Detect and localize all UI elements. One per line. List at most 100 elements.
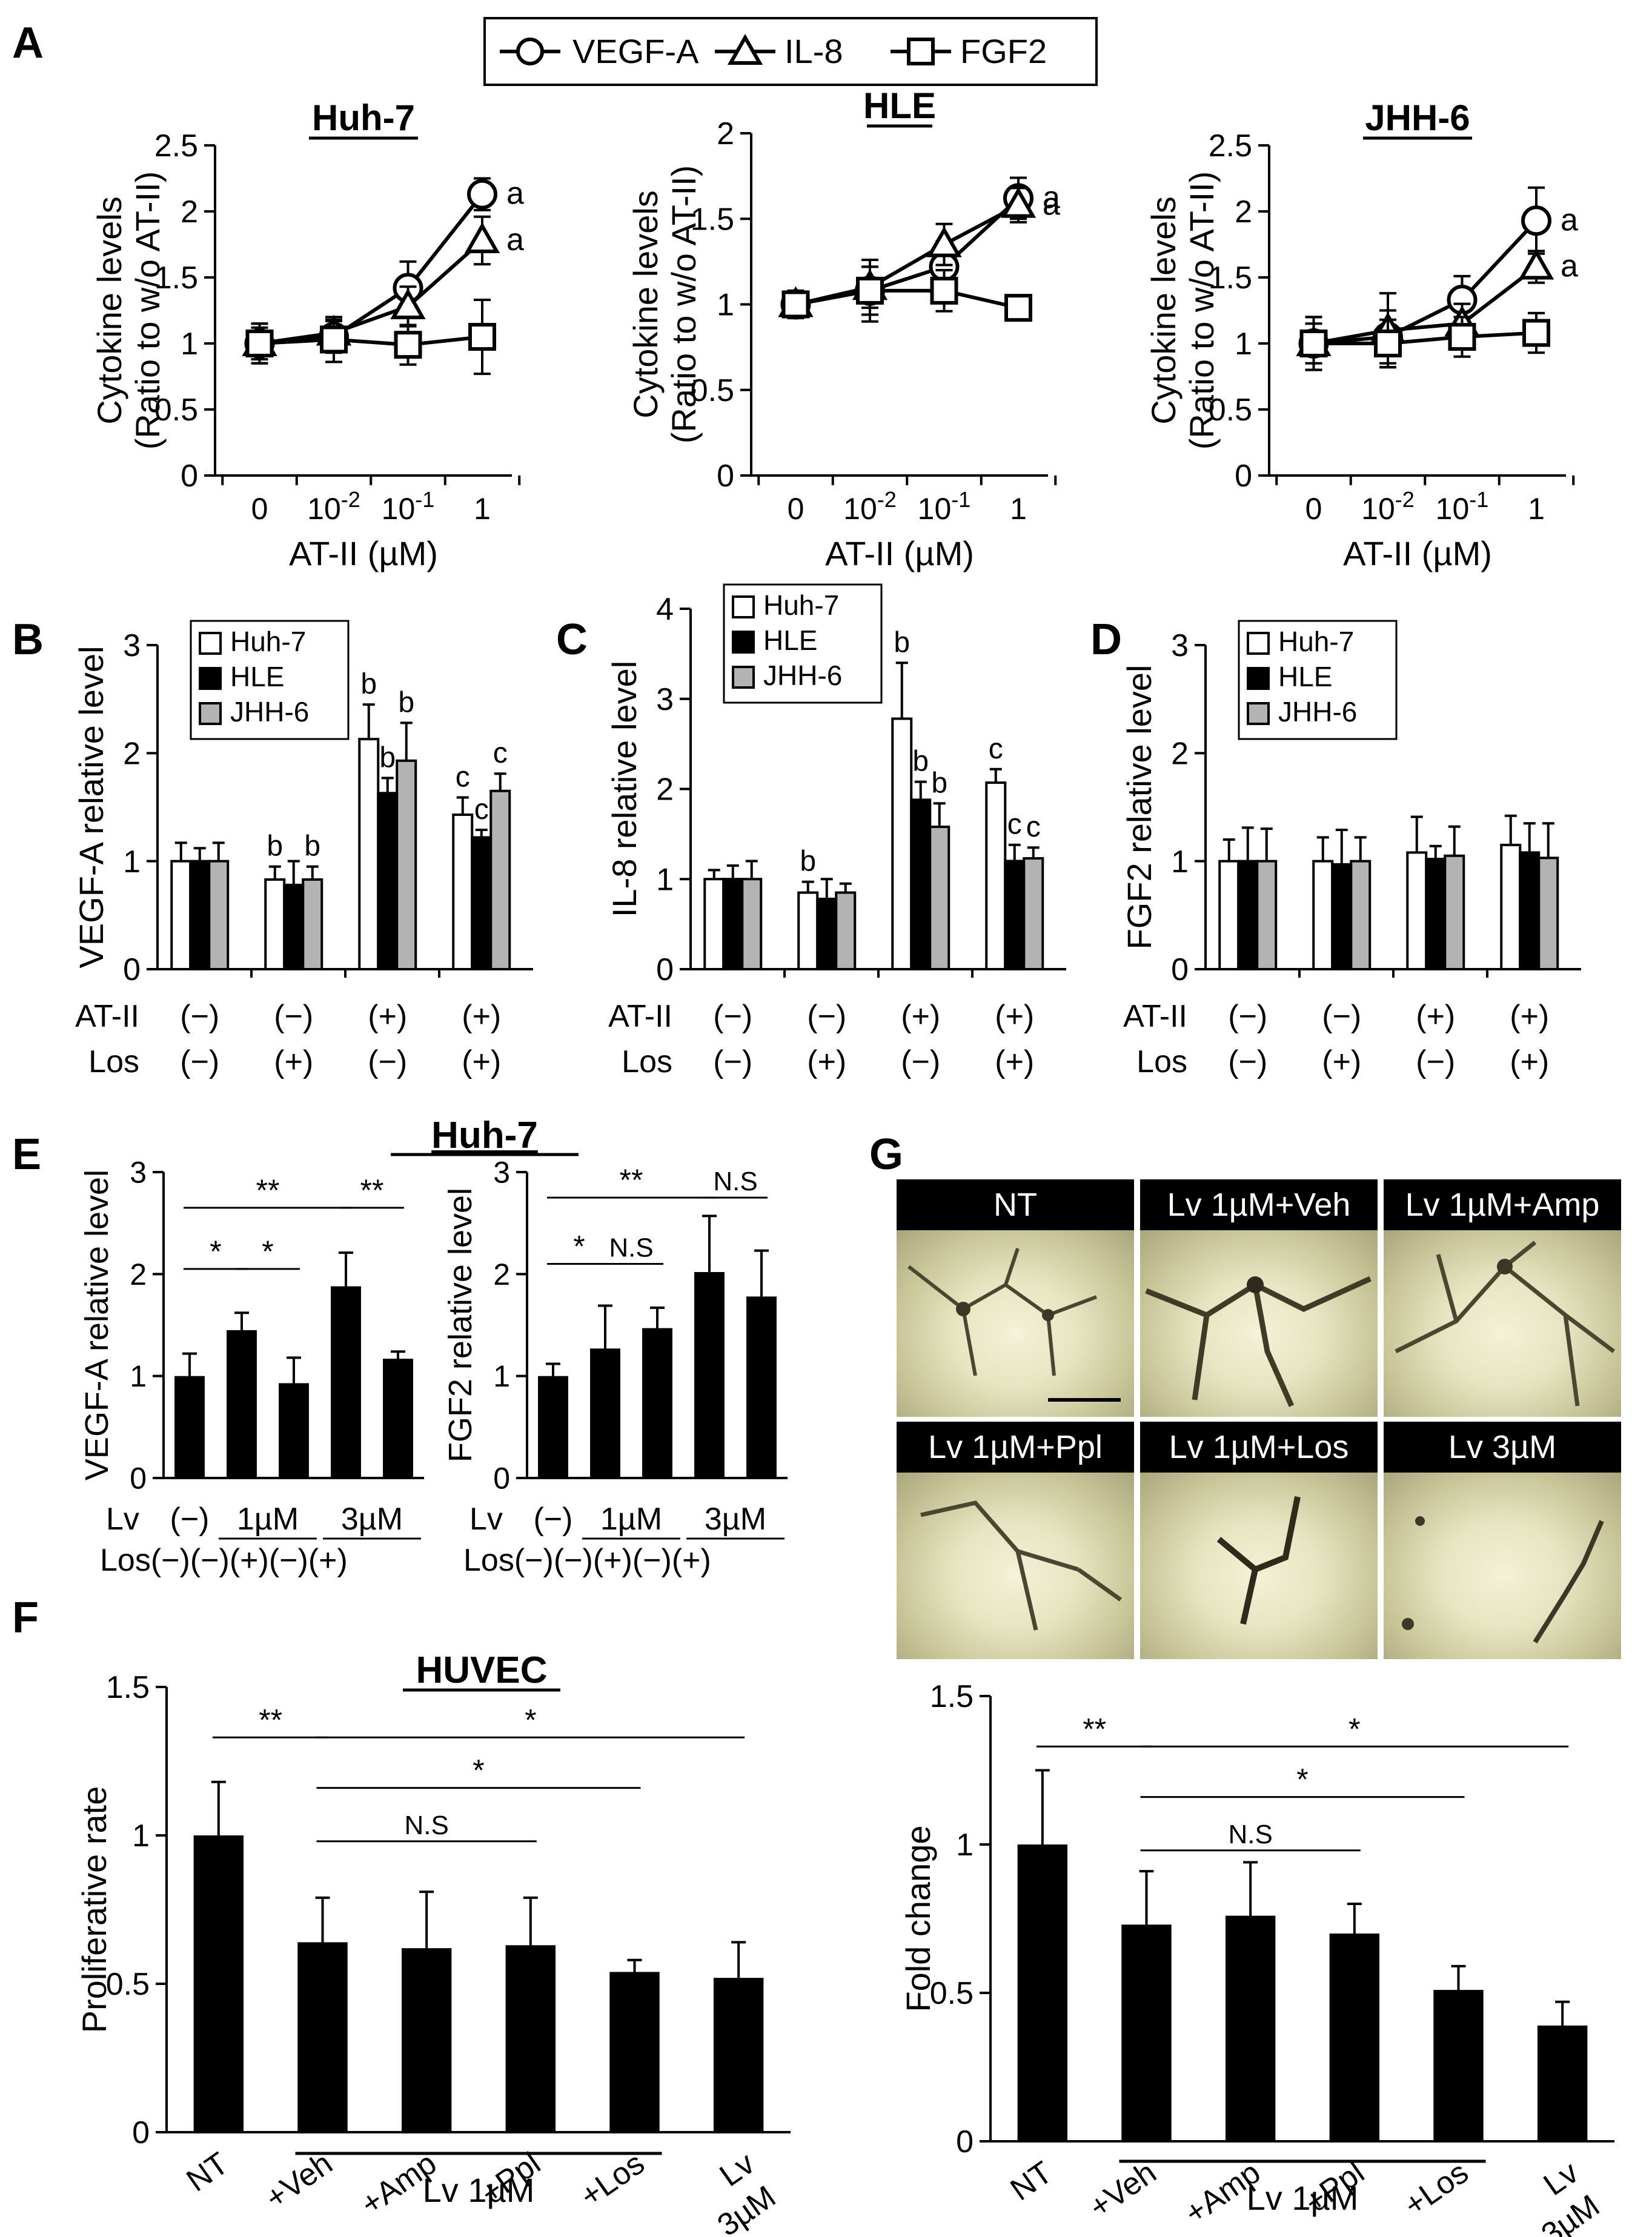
tube-network-image [1145, 1276, 1372, 1407]
panel-label-f: F [12, 1594, 39, 1642]
panel-label-b: B [12, 615, 44, 664]
bar [401, 1948, 452, 2132]
significance-label: b [304, 830, 320, 863]
bar-jhh-6 [929, 825, 950, 970]
y-tick-label: 0 [1171, 952, 1189, 987]
bar-hle [1519, 851, 1541, 971]
bar [1017, 1844, 1068, 2141]
data-point-il8 [464, 222, 500, 253]
legend-triangle-marker [727, 33, 763, 65]
condition-row-label: AT-II [75, 999, 139, 1034]
y-axis-label: Cytokine levels [1144, 196, 1183, 425]
comparison-label: * [1296, 1763, 1308, 1797]
y-tick-label: 1.5 [1209, 260, 1252, 296]
condition-value: (−) [368, 1044, 407, 1079]
data-point-fgf2 [1374, 330, 1402, 357]
x-axis-label: AT-II (µM) [825, 534, 974, 572]
micrograph-title: NT [897, 1179, 1134, 1230]
comparison-label: N.S [404, 1811, 448, 1840]
lv-value: 1µM [237, 1502, 299, 1537]
y-tick-label: 0 [493, 1462, 510, 1496]
bar [331, 1286, 361, 1478]
series-line-vegf-a [1313, 219, 1538, 345]
row-label-lv: Lv [469, 1502, 503, 1537]
legend-label: Huh-7 [763, 589, 839, 621]
bar-huh-7 [452, 813, 474, 970]
significance-label: b [379, 741, 396, 774]
x-tick-label: 0 [251, 492, 268, 526]
comparison-label: * [473, 1754, 484, 1788]
condition-value: (−) [713, 1044, 752, 1079]
condition-value: (+) [1322, 1044, 1361, 1079]
data-point-fgf2 [1004, 294, 1032, 322]
category-label: +Los [574, 2146, 651, 2214]
bar-hle [816, 897, 838, 970]
bar-huh-7 [1218, 860, 1240, 970]
condition-value: (+) [807, 1044, 846, 1079]
bar-huh-7 [891, 717, 913, 970]
bar-hle [283, 883, 305, 971]
legend-swatch [199, 702, 222, 725]
legend-swatch [732, 631, 755, 654]
bar-hle [471, 836, 493, 971]
category-label: NT [1004, 2155, 1059, 2207]
bar-jhh-6 [302, 878, 323, 970]
condition-value: (+) [1416, 999, 1455, 1034]
legend-label: JHH-6 [230, 696, 309, 727]
significance-label: c [456, 761, 470, 793]
bar-hle [910, 798, 932, 970]
category-label: +Los [1398, 2155, 1475, 2223]
bar [642, 1328, 672, 1478]
condition-value: (+) [995, 999, 1034, 1034]
condition-value: (−) [180, 1044, 219, 1079]
data-point-fgf2 [1448, 323, 1476, 351]
y-tick-label: 0 [656, 952, 674, 987]
bar-huh-7 [1406, 851, 1428, 971]
bar-jhh-6 [1444, 854, 1465, 970]
y-axis-label: (Ratio to w/o AT-II) [128, 171, 167, 450]
legend-label: JHH-6 [1278, 696, 1357, 727]
chart-title: HLE [863, 85, 936, 126]
y-tick-label: 1 [181, 326, 198, 362]
micrograph-lv1-ppl: Lv 1µM+Ppl [895, 1420, 1135, 1660]
micrograph-lv1-amp: Lv 1µM+Amp [1382, 1178, 1622, 1418]
micrograph-nt: NT [895, 1178, 1135, 1418]
comparison-label: ** [256, 1173, 280, 1207]
series-line-il-8 [259, 239, 483, 345]
y-tick-label: 1 [123, 844, 141, 880]
y-tick-label: 1 [132, 1818, 150, 1854]
y-tick-label: 2.5 [154, 128, 198, 164]
y-tick-label: 3 [493, 1156, 510, 1190]
legend-swatch [199, 632, 222, 655]
tube-network-image [1395, 1241, 1616, 1407]
bar [609, 1972, 660, 2132]
bar [297, 1942, 348, 2132]
y-tick-label: 3 [1171, 628, 1189, 663]
lv-value: 1µM [600, 1502, 662, 1537]
data-point-fgf2 [930, 276, 958, 305]
y-tick-label: 2 [656, 772, 674, 807]
y-tick-label: 1 [956, 1828, 974, 1863]
tube-network-image [1216, 1496, 1301, 1625]
y-tick-label: 0 [717, 459, 734, 494]
bar-hle [1237, 860, 1259, 970]
x-tick-label: 10-2 [843, 487, 897, 526]
bar [1433, 1990, 1484, 2141]
bar-hle [377, 792, 399, 970]
significance-label: b [360, 668, 377, 700]
bar-jhh-6 [1538, 857, 1559, 970]
data-point-fgf2 [856, 276, 884, 305]
significance-label: b [931, 767, 947, 799]
bar-jhh-6 [396, 759, 417, 970]
data-point-fgf2 [245, 330, 274, 357]
y-tick-label: 0.5 [930, 1976, 974, 2011]
y-axis-label: FGF2 relative level [1120, 665, 1158, 950]
legend-swatch [732, 595, 755, 618]
data-point-il8 [1518, 248, 1554, 280]
comparison-label: * [210, 1234, 221, 1268]
legend-label: Huh-7 [1278, 626, 1354, 657]
row-label-los: Los(−)(−)(+)(−)(+) [463, 1543, 711, 1578]
bar [1225, 1915, 1276, 2141]
data-point-fgf2 [468, 323, 496, 351]
